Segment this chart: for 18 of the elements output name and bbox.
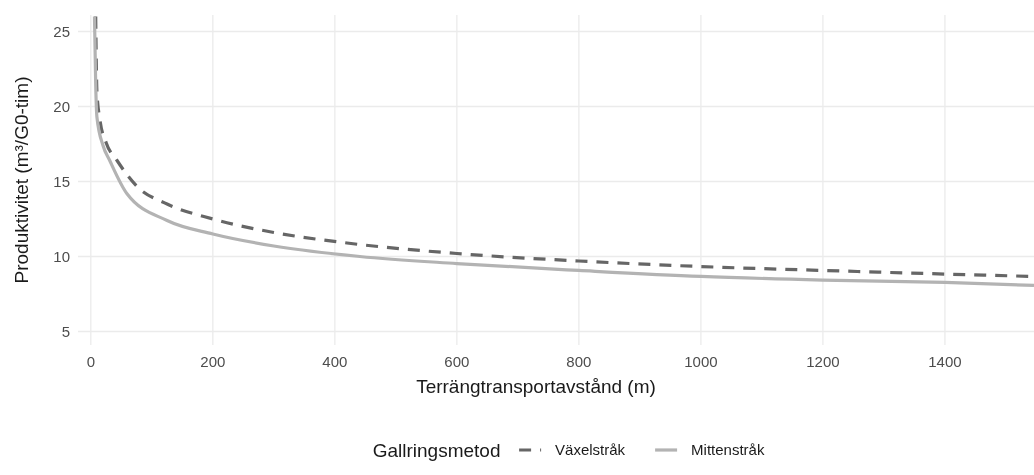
x-tick-label: 1400 [928,353,962,370]
y-tick-label: 5 [61,322,70,340]
y-tick-label: 20 [53,97,70,115]
x-tick-label: 800 [566,353,592,370]
legend-label: Växelstråk [555,441,626,459]
x-tick-label: 400 [322,353,348,370]
x-tick-label: 1000 [684,353,718,370]
y-tick-label: 15 [53,172,70,190]
x-tick-label: 200 [200,353,226,370]
y-axis-title: Produktivitet (m³/G0-tim) [11,76,32,284]
y-tick-label: 10 [53,247,70,265]
x-tick-label: 600 [444,353,470,370]
legend-title: Gallringsmetod [372,439,501,461]
x-tick-label: 1200 [806,353,840,370]
x-axis-title: Terrängtransportavstånd (m) [416,376,656,397]
legend-label: Mittenstråk [691,441,765,459]
x-tick-label: 0 [86,353,95,370]
y-tick-label: 25 [53,22,70,40]
